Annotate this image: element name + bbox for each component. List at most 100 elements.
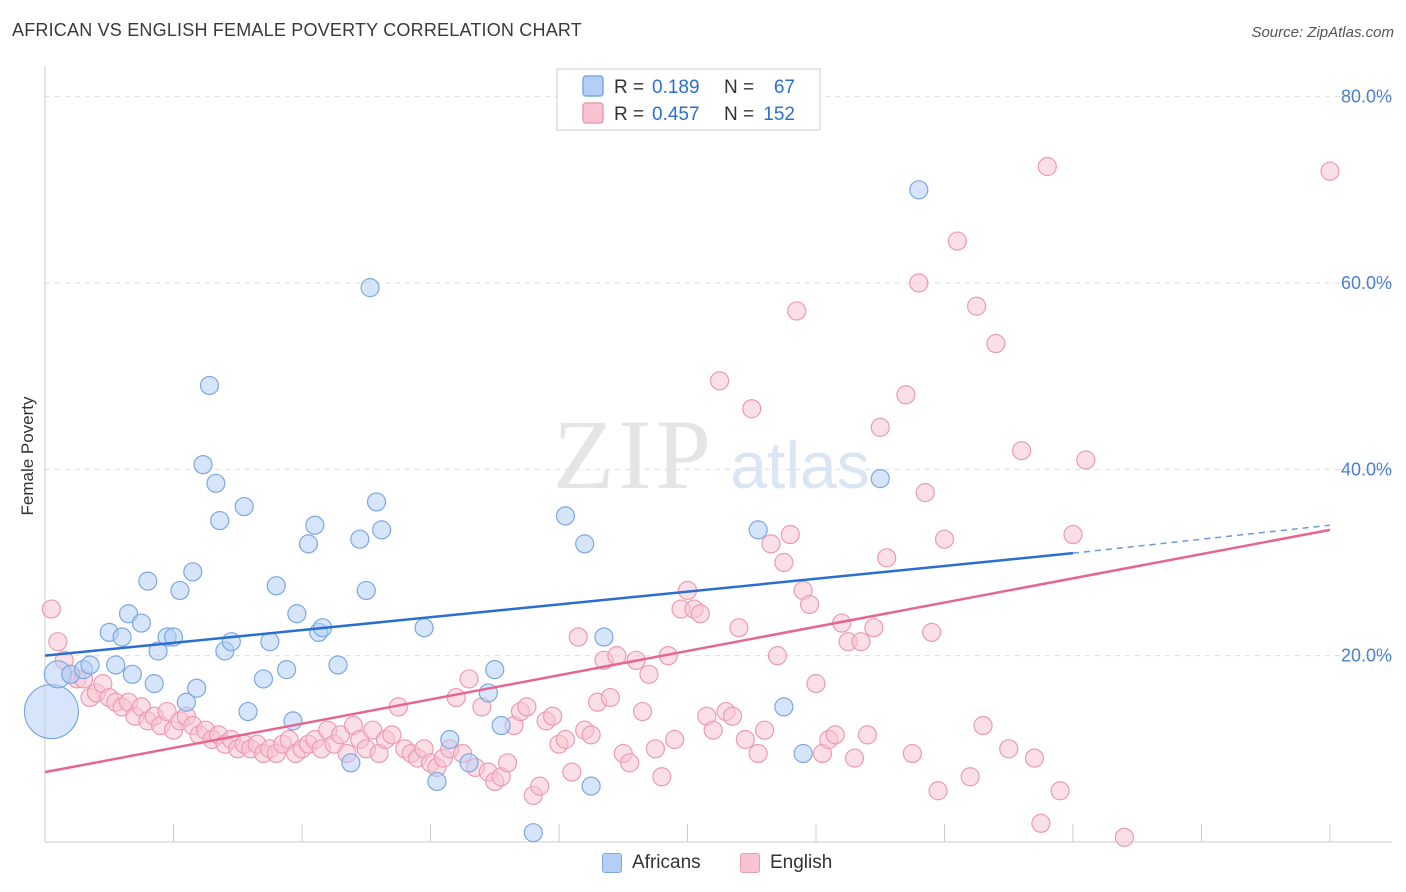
english-point [928,781,948,801]
english-point [1063,524,1083,545]
africans-trend-line [44,551,1074,657]
africans-point [909,180,929,200]
english-point [363,720,383,740]
legend-item-africans[interactable]: Africans [602,852,701,874]
africans-point [870,469,890,489]
english-point [600,687,621,708]
y-tick-labels: 20.0% 40.0% 60.0% 80.0% [1341,87,1392,666]
africans-point [210,510,230,531]
english-point [754,720,775,740]
english-point [761,534,781,554]
watermark-atlas: atlas [730,428,869,502]
english-point [41,599,62,619]
africans-point [427,771,447,792]
english-point [1011,441,1032,461]
english-point [967,296,987,316]
africans-point [305,515,325,535]
english-point [742,399,762,419]
africans-point [287,604,307,624]
africans-point [485,660,505,680]
english-point [703,720,723,740]
english-point [645,739,665,759]
english-point [1320,161,1340,181]
english-point [382,725,402,745]
stats-legend: R = 0.189 N = 67 R = 0.457 N = 152 [556,68,821,131]
r-label: R = [614,77,644,98]
english-point [639,664,659,684]
source-credit: Source: ZipAtlas.com [1251,24,1394,41]
africans-point [276,660,297,680]
africans-point [459,753,479,773]
english-point [1114,827,1135,847]
english-point [915,483,935,503]
english-r-value: 0.457 [652,104,700,125]
africans-r-value: 0.189 [652,77,700,98]
africans-n-value: 67 [774,77,795,98]
english-n-value: 152 [763,104,795,125]
r-label: R = [614,104,644,125]
africans-point [414,618,434,638]
grid-lines [45,96,1392,657]
english-point [844,748,865,768]
english-point [909,273,929,293]
africans-point [23,683,80,740]
africans-point [80,655,100,675]
english-point [157,701,177,722]
english-point [870,417,890,437]
africans-point [260,632,280,652]
africans-point [748,520,768,540]
english-point [710,371,730,391]
africans-point [594,627,614,647]
english-point [48,632,68,652]
english-point [568,627,588,647]
english-point [986,333,1006,354]
english-point [825,725,845,745]
scatter-chart: ZIP atlas 20.0%40.0%60.0%80.0% 0.0%100.0… [18,66,1392,847]
english-point [787,301,807,321]
english-point [530,776,550,796]
chart-title: AFRICAN VS ENGLISH FEMALE POVERTY CORREL… [12,20,582,40]
english-trend-line [44,528,1331,774]
english-point [555,729,576,750]
english-point [774,552,794,573]
english-point [498,753,518,773]
english-point [1031,813,1051,833]
legend-item-english[interactable]: English [740,852,832,874]
africans-point [440,729,460,750]
n-label: N = [724,77,754,98]
africans-trend-extension [1072,524,1331,554]
english-point [767,646,788,666]
english-point [1037,156,1057,177]
africans-points [23,180,929,843]
english-point [902,743,922,764]
africans-point [575,534,595,554]
trend-lines [44,524,1331,774]
english-point [857,725,878,745]
english-point [934,529,955,549]
english-point [446,687,466,708]
africans-point [183,562,203,582]
english-point [999,739,1019,759]
africans-point [199,375,220,396]
africans-point [523,823,543,843]
africans-point [118,604,139,624]
english-point [1076,450,1096,470]
english-point [562,762,582,782]
english-stats-swatch [582,102,604,124]
english-swatch [740,853,760,873]
africans-point [144,674,164,694]
english-point [960,767,980,787]
english-point [330,725,351,745]
english-point [922,622,942,642]
africans-point [234,496,254,517]
english-point [851,632,871,652]
africans-point [187,678,207,698]
africans-point [356,580,376,601]
africans-point [148,641,168,661]
english-point [620,753,640,773]
africans-point [555,506,576,526]
africans-point [122,664,142,684]
english-point [748,743,768,764]
africans-point [350,529,370,549]
africans-point [238,701,258,722]
